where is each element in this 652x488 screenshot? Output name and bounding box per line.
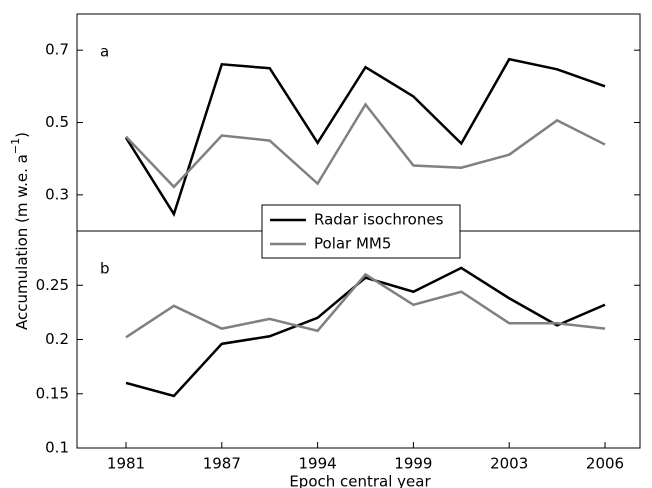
line-series — [125, 272, 606, 339]
legend-label: Polar MM5 — [314, 235, 391, 253]
x-tick-label: 1987 — [203, 455, 241, 473]
legend-label: Radar isochrones — [314, 211, 444, 229]
x-axis-label: Epoch central year — [289, 473, 431, 488]
y-tick-label: 0.15 — [36, 384, 69, 402]
x-tick-label: 1999 — [394, 455, 432, 473]
y-label-sup: −1 — [9, 138, 22, 154]
x-tick-label: 1994 — [299, 455, 337, 473]
x-tick-label: 2003 — [490, 455, 528, 473]
line-series — [125, 102, 606, 189]
y-tick-label: 0.3 — [45, 185, 69, 203]
y-axis-label: Accumulation (m w.e. a−1) — [9, 132, 31, 330]
x-tick-label: 2006 — [586, 455, 624, 473]
y-tick-label: 0.2 — [45, 330, 69, 348]
y-label-main: Accumulation (m w.e. a — [13, 154, 31, 330]
panel-label: a — [100, 43, 109, 61]
y-tick-label: 0.1 — [45, 439, 69, 457]
y-tick-label: 0.5 — [45, 113, 69, 131]
y-label-end: ) — [13, 132, 31, 138]
y-tick-label: 0.7 — [45, 41, 69, 59]
line-series — [124, 57, 606, 217]
plot-frame — [76, 230, 641, 449]
x-tick-label: 1981 — [107, 455, 145, 473]
panel-label: b — [100, 260, 110, 278]
y-tick-label: 0.25 — [36, 276, 69, 294]
line-series — [125, 266, 606, 398]
legend-box — [261, 204, 461, 259]
